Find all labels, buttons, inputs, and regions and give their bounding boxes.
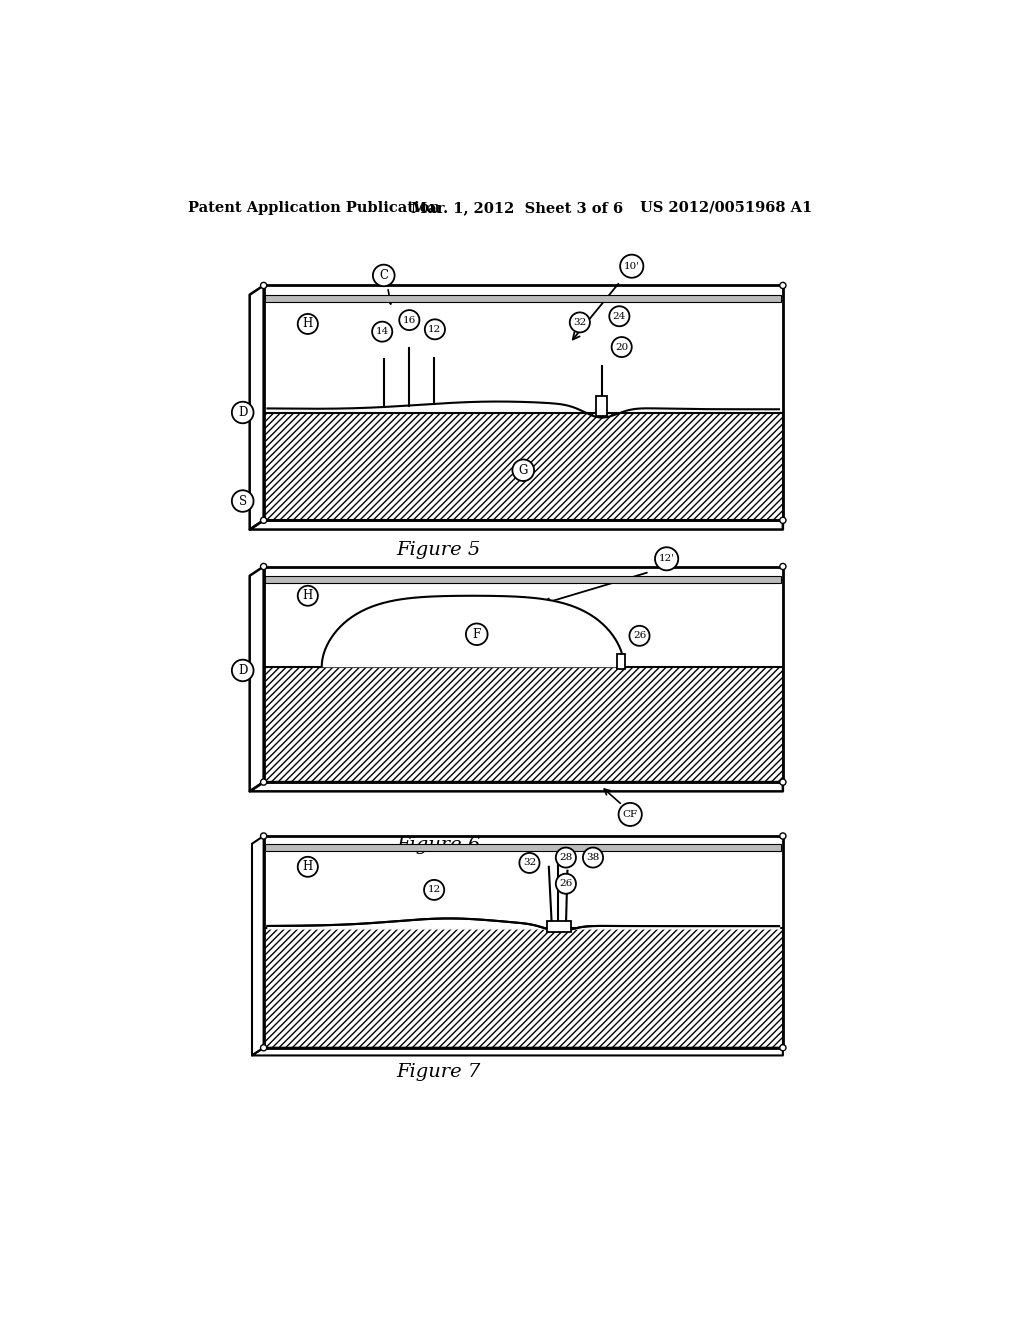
Text: 28: 28 xyxy=(559,853,572,862)
Circle shape xyxy=(779,1044,786,1051)
Circle shape xyxy=(609,306,630,326)
Bar xyxy=(263,667,783,781)
Text: 32: 32 xyxy=(523,858,537,867)
Circle shape xyxy=(425,319,445,339)
Circle shape xyxy=(621,255,643,277)
Polygon shape xyxy=(322,595,624,667)
Circle shape xyxy=(569,313,590,333)
Bar xyxy=(265,294,781,302)
Polygon shape xyxy=(252,836,263,1056)
Circle shape xyxy=(231,401,254,424)
Bar xyxy=(263,413,783,520)
Text: CF: CF xyxy=(623,810,638,818)
Circle shape xyxy=(779,779,786,785)
Circle shape xyxy=(512,459,535,480)
Bar xyxy=(263,928,783,1048)
Text: G: G xyxy=(518,463,528,477)
Bar xyxy=(265,845,781,851)
Bar xyxy=(547,921,570,932)
Circle shape xyxy=(260,517,266,524)
Text: S: S xyxy=(239,495,247,508)
Circle shape xyxy=(260,779,266,785)
Polygon shape xyxy=(252,1048,783,1056)
Text: 10': 10' xyxy=(624,261,640,271)
Text: 14: 14 xyxy=(376,327,389,337)
Text: H: H xyxy=(303,589,313,602)
Circle shape xyxy=(583,847,603,867)
Polygon shape xyxy=(250,566,263,792)
Text: H: H xyxy=(303,317,313,330)
Polygon shape xyxy=(250,285,263,529)
Text: Figure 6: Figure 6 xyxy=(396,836,480,854)
Text: D: D xyxy=(238,407,248,418)
Circle shape xyxy=(779,282,786,289)
Circle shape xyxy=(260,833,266,840)
Text: Patent Application Publication: Patent Application Publication xyxy=(188,201,440,215)
Circle shape xyxy=(260,282,266,289)
Circle shape xyxy=(231,490,254,512)
Circle shape xyxy=(630,626,649,645)
Text: 26: 26 xyxy=(633,631,646,640)
Text: 20: 20 xyxy=(615,343,629,351)
Text: 12': 12' xyxy=(658,554,675,564)
Text: 38: 38 xyxy=(587,853,600,862)
Text: Mar. 1, 2012  Sheet 3 of 6: Mar. 1, 2012 Sheet 3 of 6 xyxy=(411,201,623,215)
Circle shape xyxy=(424,880,444,900)
Circle shape xyxy=(519,853,540,873)
Text: 12: 12 xyxy=(428,325,441,334)
Bar xyxy=(265,576,781,583)
Circle shape xyxy=(556,874,575,894)
Circle shape xyxy=(298,314,317,334)
Circle shape xyxy=(260,1044,266,1051)
Text: H: H xyxy=(303,861,313,874)
Bar xyxy=(263,285,783,520)
Bar xyxy=(617,653,625,669)
Circle shape xyxy=(779,564,786,570)
Bar xyxy=(263,566,783,781)
Text: C: C xyxy=(379,269,388,282)
Text: 12: 12 xyxy=(427,886,440,895)
Text: Figure 5: Figure 5 xyxy=(396,541,480,560)
Circle shape xyxy=(618,803,642,826)
Text: Figure 7: Figure 7 xyxy=(396,1063,480,1081)
Circle shape xyxy=(372,322,392,342)
Circle shape xyxy=(611,337,632,358)
Circle shape xyxy=(779,517,786,524)
Circle shape xyxy=(779,833,786,840)
Circle shape xyxy=(298,857,317,876)
Circle shape xyxy=(231,660,254,681)
Text: F: F xyxy=(473,628,481,640)
Circle shape xyxy=(260,564,266,570)
Text: 24: 24 xyxy=(612,312,626,321)
Circle shape xyxy=(399,310,420,330)
Polygon shape xyxy=(250,781,783,792)
Bar xyxy=(596,396,607,416)
Text: D: D xyxy=(238,664,248,677)
Circle shape xyxy=(655,548,678,570)
Text: 32: 32 xyxy=(573,318,587,327)
Circle shape xyxy=(466,623,487,645)
Text: 16: 16 xyxy=(402,315,416,325)
Circle shape xyxy=(298,586,317,606)
Circle shape xyxy=(556,847,575,867)
Bar xyxy=(263,836,783,1048)
Circle shape xyxy=(373,264,394,286)
Text: US 2012/0051968 A1: US 2012/0051968 A1 xyxy=(640,201,812,215)
Text: 26: 26 xyxy=(559,879,572,888)
Polygon shape xyxy=(250,520,783,529)
